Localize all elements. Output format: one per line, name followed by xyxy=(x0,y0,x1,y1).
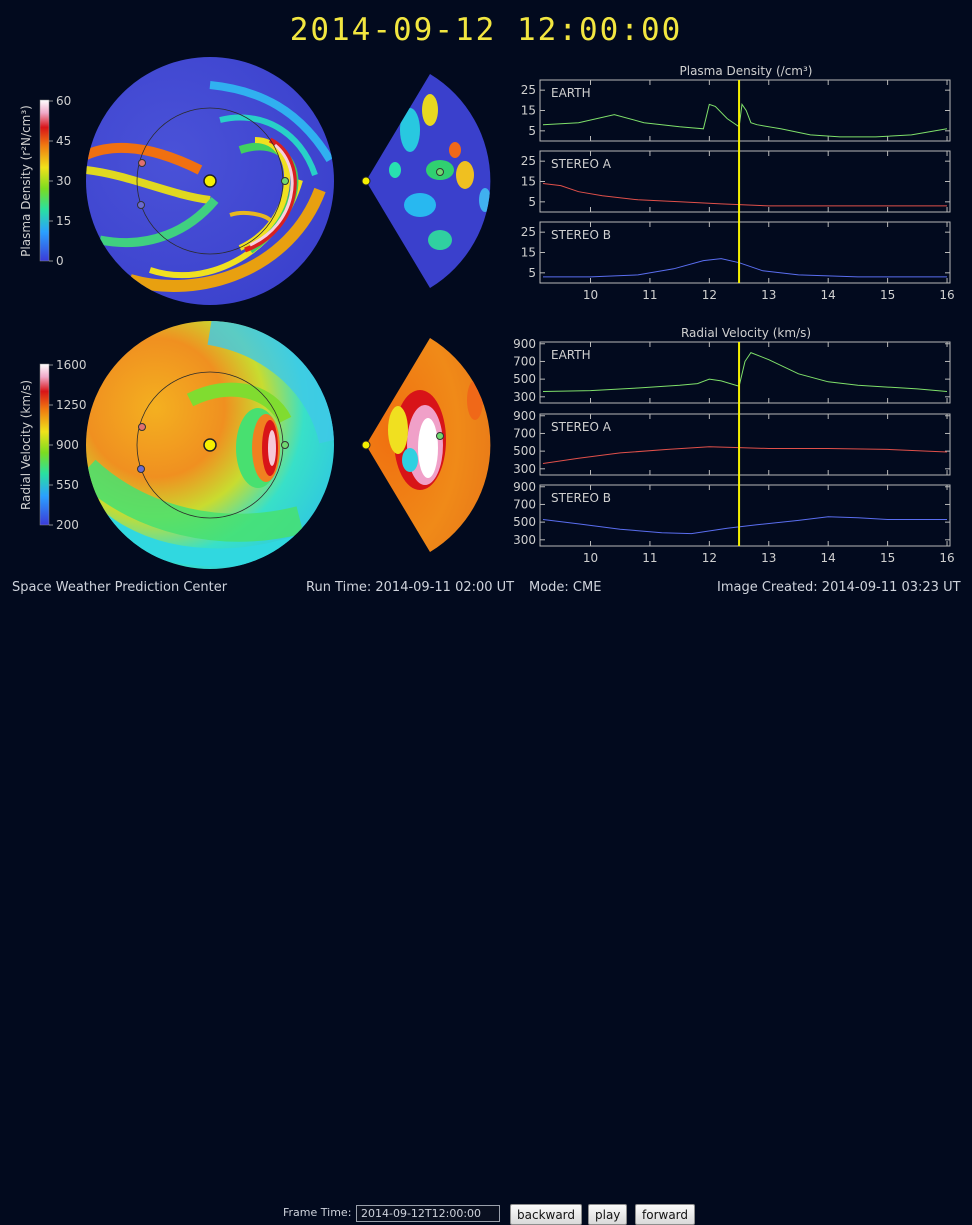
stereo-b-marker xyxy=(137,201,145,209)
x-tick-label: 14 xyxy=(821,551,836,565)
y-tick-label: 15 xyxy=(521,175,536,189)
time-series-panel: 900 700 500 300 STEREO A xyxy=(513,409,951,476)
y-tick-label: 500 xyxy=(513,444,536,458)
y-tick-label: 15 xyxy=(521,104,536,118)
y-tick-label: 25 xyxy=(521,83,536,97)
series-line xyxy=(542,183,947,207)
x-tick-label: 12 xyxy=(702,551,717,565)
visualization-canvas: Plasma Density (r²N/cm³) 60 45 30 15 0 xyxy=(19,57,955,569)
earth-marker xyxy=(281,177,289,185)
x-tick-label: 11 xyxy=(642,288,657,302)
enlil-visualization: 2014-09-12 12:00:00 xyxy=(0,0,972,600)
x-tick-label: 13 xyxy=(761,551,776,565)
image-created: Image Created: 2014-09-11 03:23 UT xyxy=(717,580,961,595)
x-tick-label: 11 xyxy=(642,551,657,565)
velocity-colorbar-tick-label: 200 xyxy=(56,518,79,532)
y-tick-label: 5 xyxy=(528,124,536,138)
x-tick-label: 16 xyxy=(939,551,954,565)
velocity-colorbar-tick-label: 900 xyxy=(56,438,79,452)
x-tick-label: 10 xyxy=(583,551,598,565)
y-tick-label: 700 xyxy=(513,426,536,440)
panel-series-label: STEREO A xyxy=(551,157,612,171)
density-colorbar-tick-label: 60 xyxy=(56,94,71,108)
velocity-panel-title: Radial Velocity (km/s) xyxy=(681,326,811,340)
animation-controls: Frame Time: backward play forward xyxy=(0,602,972,1225)
time-series-panel: 25 15 5 STEREO A xyxy=(521,150,951,213)
mode-label: Mode: CME xyxy=(529,580,602,595)
forward-button[interactable]: forward xyxy=(635,1204,696,1225)
panel-series-label: STEREO B xyxy=(551,491,611,505)
y-tick-label: 300 xyxy=(513,462,536,476)
stereo-a-marker xyxy=(138,159,146,167)
center-name: Space Weather Prediction Center xyxy=(12,580,228,595)
density-colorbar-tick-label: 30 xyxy=(56,174,71,188)
x-tick-label: 12 xyxy=(702,288,717,302)
y-tick-label: 700 xyxy=(513,354,536,368)
backward-button[interactable]: backward xyxy=(510,1204,583,1225)
panel-series-label: STEREO A xyxy=(551,420,612,434)
panel-series-label: STEREO B xyxy=(551,228,611,242)
y-tick-label: 25 xyxy=(521,154,536,168)
time-series-panel: 900 700 500 300 EARTH xyxy=(513,337,951,404)
density-colorbar-tick-label: 45 xyxy=(56,134,71,148)
x-tick-label: 14 xyxy=(821,288,836,302)
y-tick-label: 900 xyxy=(513,409,536,423)
run-time: Run Time: 2014-09-11 02:00 UT xyxy=(306,580,515,595)
y-tick-label: 900 xyxy=(513,480,536,494)
y-tick-label: 5 xyxy=(528,195,536,209)
velocity-colorbar-tick-label: 550 xyxy=(56,478,79,492)
series-line xyxy=(542,446,948,464)
y-tick-label: 300 xyxy=(513,533,536,547)
y-tick-label: 500 xyxy=(513,515,536,529)
velocity-colorbar-ticks: 1600 1250 900 550 200 xyxy=(49,358,87,532)
y-tick-label: 700 xyxy=(513,497,536,511)
panel-series-label: EARTH xyxy=(551,348,591,362)
velocity-colorbar-tick-label: 1600 xyxy=(56,358,87,372)
series-line xyxy=(542,516,947,535)
density-colorbar-label: Plasma Density (r²N/cm³) xyxy=(19,105,33,257)
frame-timestamp: 2014-09-12 12:00:00 xyxy=(289,12,683,48)
series-line xyxy=(542,351,948,392)
time-series-panel: 25 15 5 10 11 12 13 14 15 16 STEREO B xyxy=(521,221,955,302)
density-colorbar-tick-label: 15 xyxy=(56,214,71,228)
density-panel-title: Plasma Density (/cm³) xyxy=(680,64,813,78)
velocity-colorbar: Radial Velocity (km/s) 1600 1250 900 550 200 xyxy=(19,358,87,532)
density-colorbar: Plasma Density (r²N/cm³) 60 45 30 15 0 xyxy=(19,94,71,268)
y-tick-label: 15 xyxy=(521,246,536,260)
series-line xyxy=(543,258,947,278)
density-meridional-wedge xyxy=(361,74,491,288)
x-tick-label: 13 xyxy=(761,288,776,302)
frame-time-label: Frame Time: xyxy=(283,1206,352,1219)
sun-marker xyxy=(203,174,217,188)
play-button[interactable]: play xyxy=(588,1204,628,1225)
velocity-ecliptic-disk xyxy=(86,321,334,569)
series-line xyxy=(542,103,948,138)
y-tick-label: 900 xyxy=(513,337,536,351)
time-series-panel: 25 15 5 EARTH xyxy=(521,79,951,142)
density-colorbar-ticks: 60 45 30 15 0 xyxy=(49,94,71,268)
y-tick-label: 25 xyxy=(521,225,536,239)
x-tick-label: 10 xyxy=(583,288,598,302)
velocity-colorbar-label: Radial Velocity (km/s) xyxy=(19,380,33,510)
velocity-colorbar-tick-label: 1250 xyxy=(56,398,87,412)
density-colorbar-tick-label: 0 xyxy=(56,254,64,268)
velocity-meridional-wedge xyxy=(361,338,491,552)
panel-series-label: EARTH xyxy=(551,86,591,100)
y-tick-label: 300 xyxy=(513,390,536,404)
y-tick-label: 5 xyxy=(528,266,536,280)
density-ecliptic-disk xyxy=(86,57,334,305)
time-series-panel: 900 700 500 300 10 11 12 13 14 15 16 STEREO B xyxy=(513,480,955,565)
y-tick-label: 500 xyxy=(513,372,536,386)
x-tick-label: 15 xyxy=(880,551,895,565)
time-series-panels: Plasma Density (/cm³) Radial Velocity (k… xyxy=(513,64,955,565)
x-tick-label: 15 xyxy=(880,288,895,302)
frame-time-input[interactable] xyxy=(356,1205,500,1222)
x-tick-label: 16 xyxy=(939,288,954,302)
